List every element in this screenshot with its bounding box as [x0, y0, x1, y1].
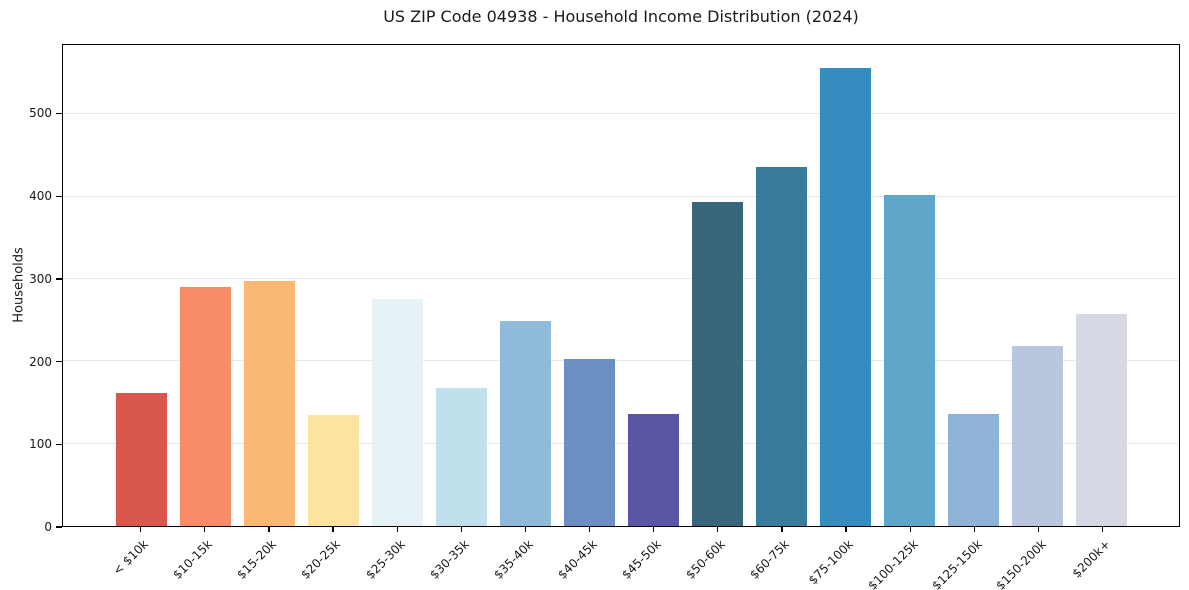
x-tick-label: $100-125k: [864, 537, 921, 590]
y-tick-label: 0: [44, 520, 52, 534]
bar-$125-150k: [947, 414, 999, 526]
y-tick-label: 500: [29, 106, 52, 121]
x-tick-mark: [396, 527, 398, 532]
x-tick-label: $75-100k: [806, 537, 857, 588]
bars-container: [63, 45, 1179, 526]
x-tick-mark: [268, 527, 270, 532]
gridline: [63, 277, 1179, 279]
x-tick-label: < $10k: [110, 537, 152, 578]
x-tick-mark: [781, 527, 783, 532]
bar-slot: [493, 45, 557, 526]
x-tick-label: $10-15k: [170, 537, 216, 582]
bar-slot: [813, 45, 877, 526]
bar-slot: [621, 45, 685, 526]
x-tick-mark: [1037, 527, 1040, 532]
bar-slot: [1069, 45, 1133, 526]
x-tick-label: $15-20k: [234, 537, 280, 582]
bar-$20-25k: [307, 414, 359, 526]
bar-slot: [109, 45, 173, 526]
x-tick-label: $45-50k: [619, 537, 665, 582]
x-tick-label: $150-200k: [993, 537, 1049, 590]
y-tick-label: 400: [29, 189, 52, 204]
y-tick-mark: [56, 195, 62, 197]
x-tick-mark: [524, 527, 527, 532]
x-tick-mark: [588, 527, 591, 532]
x-tick-mark: [1101, 527, 1104, 532]
y-tick-mark: [56, 443, 62, 445]
bar-$60-75k: [755, 166, 807, 526]
bar-$35-40k: [499, 320, 551, 526]
bar-slot: [749, 45, 813, 526]
y-tick-label: 300: [29, 271, 52, 286]
x-tick-mark: [140, 527, 142, 532]
bar-$50-60k: [691, 201, 743, 526]
x-tick-label: $40-45k: [555, 537, 600, 582]
gridline: [63, 442, 1179, 444]
bar-$25-30k: [371, 298, 423, 526]
y-tick-mark: [56, 112, 62, 115]
gridline: [63, 195, 1179, 197]
x-tick-label: $35-40k: [490, 537, 536, 582]
plot-area: [62, 44, 1180, 527]
x-tick-mark: [460, 527, 462, 532]
y-tick-label: 100: [29, 437, 52, 452]
x-tick-label: $60-75k: [747, 537, 793, 582]
x-tick-label: $30-35k: [426, 537, 472, 582]
bar-slot: [429, 45, 493, 526]
x-tick-mark: [332, 527, 334, 532]
x-tick-label: $50-60k: [683, 537, 729, 582]
y-tick-label: 200: [29, 354, 52, 369]
bar-slot: [301, 45, 365, 526]
y-tick-mark: [56, 278, 62, 280]
bar-$15-20k: [243, 281, 295, 526]
bar-$10-15k: [179, 287, 231, 526]
bar-slot: [365, 45, 429, 526]
bar-$40-45k: [563, 358, 615, 526]
bar-< $10k: [115, 393, 167, 526]
gridlines: [63, 45, 1179, 526]
gridline: [63, 360, 1179, 362]
bar-$100-125k: [883, 194, 935, 526]
bar-slot: [1005, 45, 1069, 526]
gridline: [63, 113, 1179, 115]
x-tick-mark: [204, 527, 206, 532]
chart-title: US ZIP Code 04938 - Household Income Dis…: [383, 7, 859, 26]
y-tick-mark: [56, 360, 62, 363]
x-tick-label: $25-30k: [362, 537, 408, 582]
x-tick-mark: [909, 527, 911, 532]
x-tick-label: $200k+: [1069, 537, 1113, 581]
x-tick-mark: [653, 527, 655, 532]
bar-slot: [685, 45, 749, 526]
bar-slot: [941, 45, 1005, 526]
bar-slot: [237, 45, 301, 526]
bar-$200k+: [1075, 313, 1127, 526]
bar-slot: [557, 45, 621, 526]
bar-slot: [877, 45, 941, 526]
x-tick-label: $20-25k: [298, 537, 344, 582]
bar-$150-200k: [1011, 346, 1063, 526]
x-tick-mark: [845, 527, 847, 532]
x-tick-mark: [717, 527, 719, 532]
bar-$45-50k: [627, 414, 679, 526]
bar-$75-100k: [819, 68, 871, 526]
x-tick-label: $125-150k: [928, 537, 985, 590]
x-tick-mark: [973, 527, 975, 532]
bar-$30-35k: [435, 387, 487, 526]
y-tick-mark: [56, 526, 62, 528]
bar-slot: [173, 45, 237, 526]
